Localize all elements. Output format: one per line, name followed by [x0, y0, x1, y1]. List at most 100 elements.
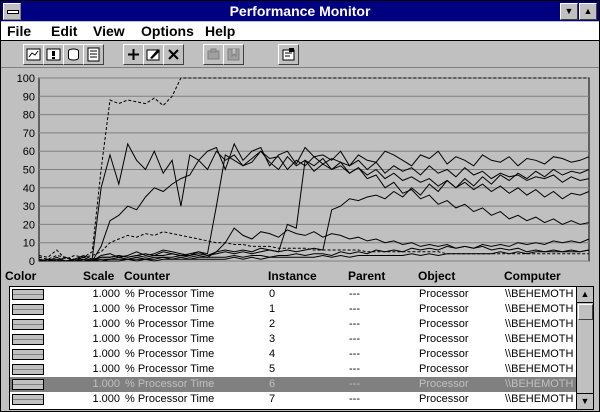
- y-tick-label: 10: [23, 238, 35, 250]
- y-tick-label: 40: [23, 183, 35, 195]
- legend-cell-parent: ---: [349, 363, 360, 375]
- legend-cell-scale: 1.000: [92, 303, 120, 315]
- col-scale: Scale: [83, 269, 115, 283]
- legend-row[interactable]: 1.000 % Processor Time 7 --- Processor \\BEHE…: [10, 392, 576, 407]
- legend-cell-instance: 2: [269, 318, 276, 330]
- legend-cell-counter: % Processor Time: [125, 303, 215, 315]
- alert-view-button[interactable]: [43, 44, 64, 65]
- series-line-8: [39, 238, 590, 262]
- report-view-button[interactable]: [83, 44, 104, 65]
- log-view-icon: [68, 48, 79, 61]
- chart-area: 100 90 80 70 60 50 40 30 20 10 0: [5, 69, 595, 268]
- minimize-button[interactable]: ▼: [560, 3, 578, 20]
- menu-edit[interactable]: Edit: [51, 23, 78, 39]
- legend-cell-parent: ---: [349, 393, 360, 405]
- col-parent: Parent: [348, 269, 386, 283]
- series-line-5: [38, 168, 590, 262]
- legend-cell-computer: \\BEHEMOTH: [505, 303, 574, 315]
- legend-cell-parent: ---: [349, 348, 360, 360]
- y-tick-label: 20: [23, 219, 35, 231]
- maximize-button[interactable]: ▲: [579, 3, 597, 20]
- title-bar[interactable]: Performance Monitor ▼ ▲: [1, 1, 599, 21]
- system-menu-icon[interactable]: [3, 3, 21, 20]
- delete-counter-icon: [168, 49, 179, 60]
- legend-row[interactable]: 1.000 % Processor Time 0 --- Processor \\BEHE…: [10, 287, 576, 302]
- legend-row[interactable]: 1.000 % Processor Time 1 --- Processor \\BEHE…: [10, 302, 576, 317]
- edit-counter-button[interactable]: [143, 44, 164, 65]
- legend-cell-instance: 7: [269, 393, 276, 405]
- legend-cell-scale: 1.000: [92, 288, 120, 300]
- bookmark-icon: [227, 48, 240, 61]
- color-swatch: [12, 364, 44, 375]
- menu-bar: File Edit View Options Help: [1, 22, 599, 41]
- update-now-icon: [207, 48, 220, 60]
- color-swatch: [12, 379, 44, 390]
- legend-row[interactable]: 1.000 % Processor Time 2 --- Processor \\BEHE…: [10, 317, 576, 332]
- legend-cell-parent: ---: [349, 318, 360, 330]
- y-tick-label: 80: [23, 110, 35, 122]
- series-line-7: [38, 231, 589, 260]
- window-title: Performance Monitor: [229, 3, 371, 19]
- series-line-9: [39, 249, 590, 262]
- legend-cell-computer: \\BEHEMOTH: [505, 378, 574, 390]
- legend-cell-counter: % Processor Time: [125, 393, 215, 405]
- legend-cell-parent: ---: [349, 333, 360, 345]
- legend-scrollbar[interactable]: ▲ ▼: [576, 286, 594, 410]
- legend-cell-computer: \\BEHEMOTH: [505, 333, 574, 345]
- legend-cell-parent: ---: [349, 288, 360, 300]
- legend-cell-parent: ---: [349, 378, 360, 390]
- legend-cell-object: Processor: [419, 348, 469, 360]
- legend-cell-object: Processor: [419, 363, 469, 375]
- legend-cell-counter: % Processor Time: [125, 378, 215, 390]
- legend-list[interactable]: 1.000 % Processor Time 0 --- Processor \\BEHE…: [9, 286, 577, 410]
- legend-row[interactable]: 1.000 % Processor Time 5 --- Processor \\BEHE…: [10, 362, 576, 377]
- legend-cell-scale: 1.000: [92, 378, 120, 390]
- col-counter: Counter: [124, 269, 170, 283]
- legend-cell-computer: \\BEHEMOTH: [505, 318, 574, 330]
- color-swatch: [12, 394, 44, 405]
- legend-cell-object: Processor: [419, 288, 469, 300]
- series-line-3: [39, 150, 590, 262]
- y-tick-label: 60: [23, 146, 35, 158]
- chart-view-button[interactable]: [23, 44, 44, 65]
- legend-cell-scale: 1.000: [92, 318, 120, 330]
- delete-counter-button[interactable]: [163, 44, 184, 65]
- add-counter-icon: [128, 49, 139, 60]
- toolbar: [1, 41, 599, 68]
- chart-view-icon: [26, 48, 41, 61]
- color-swatch: [12, 289, 44, 300]
- options-button[interactable]: [278, 44, 299, 65]
- log-view-button[interactable]: [63, 44, 84, 65]
- legend-row[interactable]: 1.000 % Processor Time 3 --- Processor \\BEHE…: [10, 332, 576, 347]
- options-icon: [282, 48, 295, 61]
- legend-row[interactable]: 1.000 % Processor Time 6 --- Processor \\BEHE…: [10, 377, 576, 392]
- col-color: Color: [5, 269, 37, 283]
- menu-file[interactable]: File: [7, 23, 32, 39]
- scroll-up-button[interactable]: ▲: [577, 287, 593, 303]
- legend-cell-parent: ---: [349, 303, 360, 315]
- legend-cell-object: Processor: [419, 378, 469, 390]
- add-counter-button[interactable]: [123, 44, 144, 65]
- series-line-6: [39, 227, 590, 262]
- menu-view[interactable]: View: [93, 23, 125, 39]
- scroll-down-button[interactable]: ▼: [577, 393, 593, 409]
- legend-cell-object: Processor: [419, 393, 469, 405]
- legend-cell-instance: 4: [269, 348, 276, 360]
- menu-options[interactable]: Options: [141, 23, 194, 39]
- series-line-0: [38, 77, 589, 260]
- menu-help[interactable]: Help: [205, 23, 236, 39]
- update-now-button[interactable]: [203, 44, 224, 65]
- col-instance: Instance: [268, 269, 317, 283]
- scroll-thumb[interactable]: [578, 304, 593, 320]
- legend-row[interactable]: 1.000 % Processor Time 4 --- Processor \\BEHE…: [10, 347, 576, 362]
- bookmark-button[interactable]: [223, 44, 244, 65]
- legend-cell-scale: 1.000: [92, 333, 120, 345]
- legend-cell-counter: % Processor Time: [125, 333, 215, 345]
- legend-cell-counter: % Processor Time: [125, 288, 215, 300]
- y-tick-label: 30: [23, 201, 35, 213]
- series-line-2: [38, 150, 590, 262]
- legend-cell-scale: 1.000: [92, 348, 120, 360]
- legend-cell-counter: % Processor Time: [125, 318, 215, 330]
